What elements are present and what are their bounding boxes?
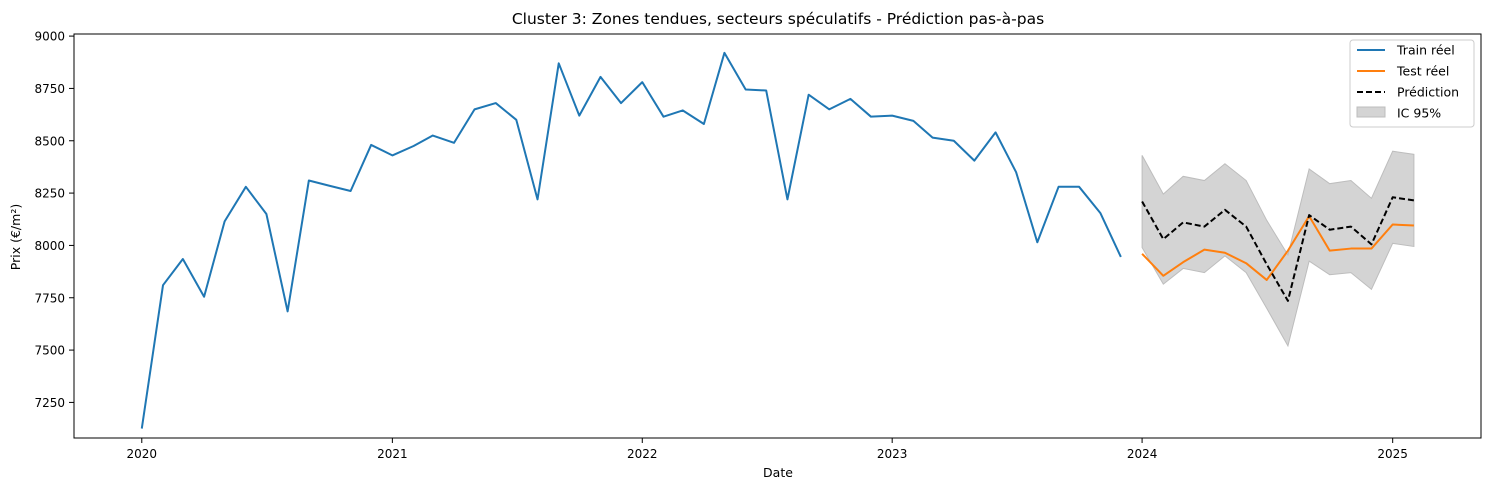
y-tick-label: 8250 xyxy=(34,187,65,201)
y-tick-label: 7750 xyxy=(34,291,65,305)
confidence-band-layer xyxy=(1141,150,1415,348)
x-tick-label: 2024 xyxy=(1127,447,1158,461)
y-axis: 7250 7500 7750 8000 8250 8500 8750 9000 xyxy=(34,30,74,410)
x-tick-label: 2023 xyxy=(877,447,908,461)
y-tick-label: 8500 xyxy=(34,134,65,148)
legend-box xyxy=(1349,39,1475,128)
x-axis: 2020 2021 2022 2023 2024 2025 xyxy=(127,438,1408,461)
plot-area: 2020 2021 2022 2023 2024 2025 7250 7500 7750 800… xyxy=(34,30,1482,461)
legend-label-train: Train réel xyxy=(1396,43,1455,58)
plot-frame xyxy=(73,33,1482,439)
x-tick-label: 2020 xyxy=(127,447,158,461)
y-axis-label: Prix (€/m²) xyxy=(8,204,23,270)
confidence-band xyxy=(1141,150,1415,348)
legend: Train réel Test réel Prédiction IC 95% xyxy=(1349,39,1475,128)
legend-label-test: Test réel xyxy=(1396,64,1449,79)
chart-title: Cluster 3: Zones tendues, secteurs spécu… xyxy=(512,10,1044,28)
y-tick-label: 9000 xyxy=(34,30,65,44)
x-tick-label: 2022 xyxy=(627,447,658,461)
prediction-line xyxy=(1141,196,1415,302)
x-tick-label: 2021 xyxy=(377,447,408,461)
legend-label-ci: IC 95% xyxy=(1397,106,1441,121)
legend-swatch-ci xyxy=(1356,106,1386,118)
train-line xyxy=(140,51,1122,429)
legend-label-prediction: Prédiction xyxy=(1397,85,1459,100)
y-tick-label: 7250 xyxy=(34,396,65,410)
x-tick-label: 2025 xyxy=(1377,447,1408,461)
series-layer xyxy=(140,51,1415,429)
test-line xyxy=(1141,215,1414,281)
y-tick-label: 8750 xyxy=(34,82,65,96)
y-tick-label: 8000 xyxy=(34,239,65,253)
x-axis-label: Date xyxy=(763,465,793,480)
y-tick-label: 7500 xyxy=(34,344,65,358)
